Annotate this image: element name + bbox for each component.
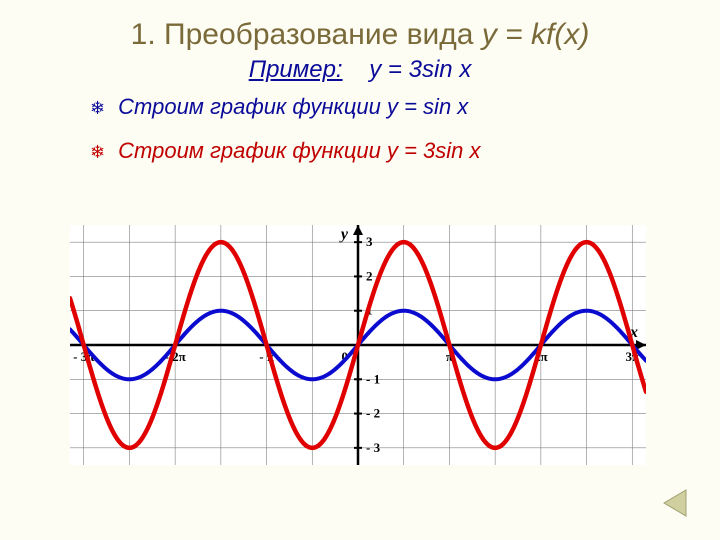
bullet2-text: Строим график функции y = 3sin x: [118, 138, 480, 163]
snowflake-icon: ❄: [90, 142, 108, 163]
svg-text:y: y: [339, 226, 349, 243]
sine-chart: - 3π- 2π- ππ2π3π- 3- 2- 11230xy: [70, 225, 646, 465]
title-prefix: 1. Преобразование вида: [131, 18, 482, 51]
prev-slide-triangle-icon[interactable]: [660, 488, 690, 518]
title-formula: y = kf(x): [482, 18, 590, 51]
snowflake-icon: ❄: [90, 98, 108, 119]
svg-text:2: 2: [366, 268, 373, 283]
subtitle-formula: y = 3sin x: [369, 56, 471, 83]
subtitle: Пример: y = 3sin x: [0, 56, 720, 84]
svg-text:- 3: - 3: [366, 440, 381, 455]
svg-text:- 1: - 1: [366, 371, 380, 386]
svg-text:3: 3: [366, 234, 373, 249]
bullet1-text: Строим график функции y = sin x: [118, 94, 468, 119]
bullet-line-1: ❄ Строим график функции y = sin x: [90, 94, 720, 120]
bullet-line-2: ❄ Строим график функции y = 3sin x: [90, 138, 720, 164]
chart-svg: - 3π- 2π- ππ2π3π- 3- 2- 11230xy: [70, 225, 646, 465]
page-title: 1. Преобразование вида y = kf(x): [0, 0, 720, 52]
svg-text:- 2: - 2: [366, 406, 380, 421]
subtitle-label: Пример:: [249, 56, 343, 83]
